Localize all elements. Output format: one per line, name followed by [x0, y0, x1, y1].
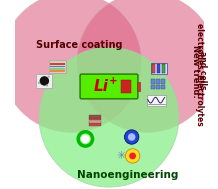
Bar — [89, 123, 101, 126]
Bar — [152, 64, 155, 73]
Circle shape — [124, 130, 139, 144]
Bar — [121, 80, 131, 93]
Bar — [89, 121, 101, 123]
Bar — [151, 63, 167, 74]
Bar — [89, 115, 101, 118]
FancyBboxPatch shape — [80, 74, 138, 99]
Circle shape — [125, 149, 140, 163]
Bar — [36, 74, 52, 88]
Bar — [50, 70, 65, 72]
Bar — [147, 94, 166, 106]
Circle shape — [77, 0, 217, 132]
Bar — [156, 79, 160, 84]
Bar — [162, 64, 165, 73]
Bar — [50, 66, 65, 67]
Bar — [151, 79, 155, 84]
Circle shape — [129, 153, 136, 159]
Bar — [50, 68, 65, 70]
Text: New trend:: New trend: — [191, 45, 200, 98]
Bar — [137, 82, 140, 91]
Text: electrodes, electrolytes: electrodes, electrolytes — [195, 23, 204, 126]
Text: ✳: ✳ — [117, 151, 126, 161]
Circle shape — [38, 82, 40, 84]
Circle shape — [39, 47, 179, 187]
Circle shape — [46, 84, 48, 87]
Bar — [157, 64, 160, 73]
Bar — [89, 118, 101, 120]
Bar — [50, 63, 65, 65]
Bar — [161, 85, 165, 89]
Bar — [156, 85, 160, 89]
Bar — [49, 60, 66, 73]
Text: Nanoengineering: Nanoengineering — [77, 170, 179, 180]
Circle shape — [81, 135, 90, 143]
Circle shape — [48, 75, 50, 78]
Circle shape — [1, 0, 141, 132]
Text: +: + — [109, 76, 118, 86]
Text: Surface coating: Surface coating — [36, 40, 123, 50]
Bar — [161, 79, 165, 84]
Circle shape — [40, 76, 49, 86]
Bar — [151, 85, 155, 89]
Text: and cells: and cells — [198, 51, 207, 89]
Circle shape — [128, 133, 135, 141]
Text: Li: Li — [94, 79, 109, 94]
